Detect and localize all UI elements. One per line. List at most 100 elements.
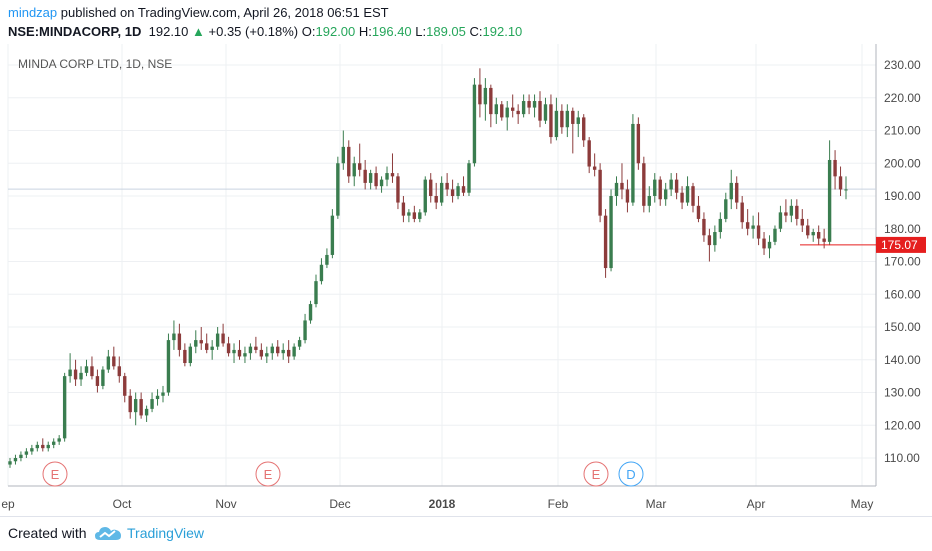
chart-header: mindzap published on TradingView.com, Ap… [0,0,932,44]
candle-body [237,349,242,357]
tradingview-brand[interactable]: TradingView [127,525,205,541]
candle-body [516,110,520,115]
candle-body [538,101,542,121]
candle-body [46,444,50,449]
candle-body [658,179,662,200]
candle-body [221,333,225,344]
candle-body [123,376,127,396]
candle-body [756,225,761,239]
candle-body [139,399,143,416]
y-tick-label: 230.00 [884,58,921,72]
candle-body [297,340,302,347]
candle-body [729,182,733,200]
candle-body [319,264,324,282]
author-link[interactable]: mindzap [8,5,58,20]
candle-body [390,173,395,177]
candle-body [838,176,843,190]
high-value: 196.40 [371,24,412,39]
candle-body [292,346,296,357]
candle-body [412,212,417,219]
candle-body [822,238,826,242]
candle-body [423,179,427,213]
candle-body [500,104,504,118]
x-tick-label: Nov [215,497,236,511]
candle-body [735,182,739,203]
candle-body [549,104,553,138]
publish-info: published on TradingView.com, April 26, … [57,5,389,20]
candle-body [303,320,307,341]
chart-area[interactable]: 110.00 120.00 130.00 140.00 150.00 160.00 170.… [0,44,932,521]
candle-body [811,232,815,236]
candle-body [368,173,373,183]
candle-body [155,395,160,400]
candle-body [494,104,498,115]
candle-body [90,366,94,377]
candle-body [439,182,444,203]
candle-body [827,159,832,242]
candle-body [696,205,701,219]
event-label: E [592,467,601,482]
event-label: E [264,467,273,482]
candle-body [401,202,406,216]
publish-line: mindzap published on TradingView.com, Ap… [8,5,389,20]
candle-body [718,218,723,233]
low-value: 189.05 [426,24,466,39]
candle-body [347,146,351,177]
candle-body [101,369,105,386]
candle-body [363,169,367,183]
candle-body [265,353,269,357]
dividend-event-icon [618,461,644,487]
candle-body [358,163,362,170]
y-tick-label: 150.00 [884,320,921,334]
candlestick-chart[interactable]: 110.00 120.00 130.00 140.00 150.00 160.00 170.… [0,44,932,516]
candle-body [41,444,45,449]
y-tick-label: 120.00 [884,418,921,432]
candle-body [188,346,193,364]
candle-body [226,343,231,354]
event-label: E [51,467,60,482]
candle-body [232,349,236,354]
candle-body [778,212,783,229]
candle-body [483,87,488,105]
candle-body [205,343,209,350]
candle-body [144,408,149,416]
change-value: +0.35 (+0.18%) [208,24,299,39]
candle-body [576,117,580,124]
x-tick-label: Apr [747,497,766,511]
candle-body [707,235,712,246]
candle-body [341,146,346,164]
candle-body [598,169,602,216]
candle-body [745,222,750,229]
candle-body [653,179,657,196]
candle-body [592,166,597,170]
candle-body [636,123,641,164]
open-value: 192.00 [315,24,356,39]
candle-body [434,196,438,203]
candle-body [767,241,772,249]
candle-body [8,461,12,465]
candle-body [527,101,531,108]
candle-body [510,107,515,111]
candle-body [210,346,214,350]
candle-body [270,346,274,354]
earnings-event-icon [583,461,609,487]
candle-body [68,369,72,377]
candle-body [461,186,466,193]
candle-body [784,212,788,216]
candle-body [199,340,203,344]
y-tick-label: 140.00 [884,353,921,367]
candle-body [445,182,449,190]
y-tick-label: 220.00 [884,91,921,105]
high-label: H: [358,24,372,39]
last-price: 192.10 [148,24,189,39]
candle-body [95,376,100,386]
up-arrow-icon: ▲ [192,24,205,39]
candle-body [117,366,121,377]
candle-body [625,189,630,203]
candle-body [314,281,318,305]
candle-body [762,238,766,249]
candle-body [166,340,171,393]
candle-body [248,346,253,354]
candle-body [795,205,799,219]
y-tick-label: 110.00 [884,451,920,465]
